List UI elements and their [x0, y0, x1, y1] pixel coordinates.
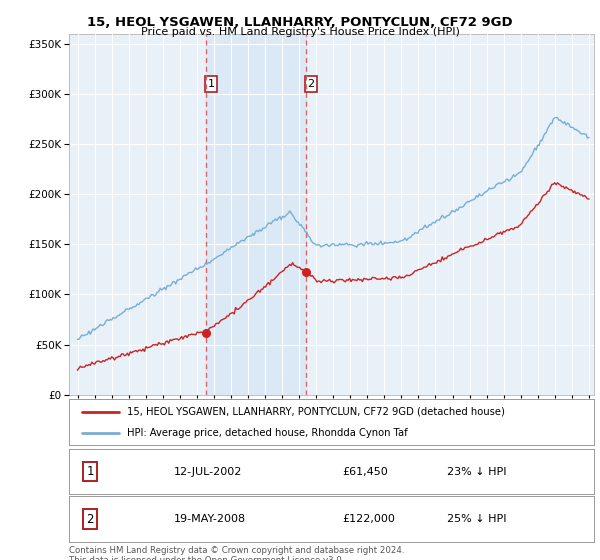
Text: 1: 1	[86, 465, 94, 478]
Text: HPI: Average price, detached house, Rhondda Cynon Taf: HPI: Average price, detached house, Rhon…	[127, 428, 407, 438]
Bar	[206, 34, 305, 395]
Text: Price paid vs. HM Land Registry's House Price Index (HPI): Price paid vs. HM Land Registry's House …	[140, 27, 460, 37]
Text: 19-MAY-2008: 19-MAY-2008	[174, 514, 246, 524]
Text: 15, HEOL YSGAWEN, LLANHARRY, PONTYCLUN, CF72 9GD: 15, HEOL YSGAWEN, LLANHARRY, PONTYCLUN, …	[87, 16, 513, 29]
Text: 12-JUL-2002: 12-JUL-2002	[174, 466, 242, 477]
Text: 2: 2	[307, 79, 314, 88]
Text: £122,000: £122,000	[342, 514, 395, 524]
Text: 1: 1	[208, 79, 215, 88]
Text: 23% ↓ HPI: 23% ↓ HPI	[447, 466, 506, 477]
Text: 15, HEOL YSGAWEN, LLANHARRY, PONTYCLUN, CF72 9GD (detached house): 15, HEOL YSGAWEN, LLANHARRY, PONTYCLUN, …	[127, 407, 505, 417]
Text: 25% ↓ HPI: 25% ↓ HPI	[447, 514, 506, 524]
Text: Contains HM Land Registry data © Crown copyright and database right 2024.
This d: Contains HM Land Registry data © Crown c…	[69, 546, 404, 560]
Text: £61,450: £61,450	[342, 466, 388, 477]
Text: 2: 2	[86, 512, 94, 526]
